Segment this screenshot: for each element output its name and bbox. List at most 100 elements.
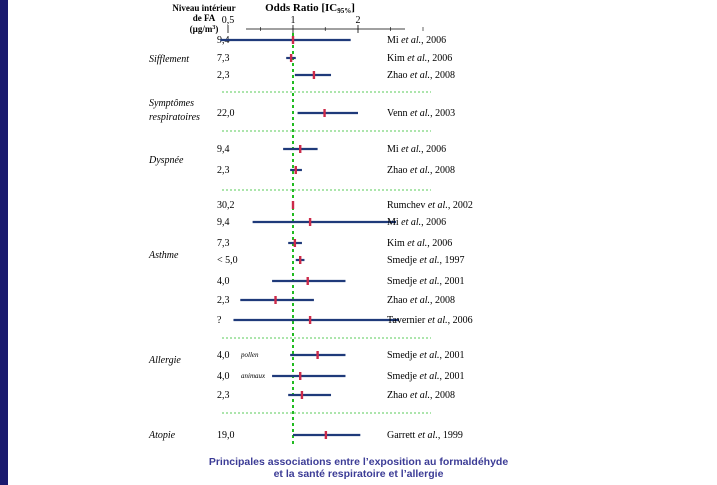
exposure-level-note: animaux — [241, 372, 266, 380]
ref-year: , 2006 — [427, 53, 452, 64]
odds-ratio-point — [300, 391, 304, 399]
ref-year: , 2001 — [440, 371, 465, 382]
odds-ratio-point — [299, 256, 302, 264]
forest-plot: Niveau intérieur de FA (µg/m3) Odds Rati… — [148, 2, 473, 446]
category-label-1-line1: Symptômes — [149, 98, 194, 109]
category-label-5: Atopie — [148, 430, 176, 441]
study-reference: Smedje et al., 2001 — [387, 371, 465, 382]
ref-etal: et al. — [428, 200, 448, 211]
odds-ratio-point — [289, 54, 293, 62]
odds-ratio-point — [323, 109, 326, 117]
study-row-3-3: < 5,0 Smedje et al., 1997 — [217, 255, 465, 266]
odds-ratio-point — [324, 431, 328, 439]
study-row-0-0: 9,4Mi et al., 2006 — [217, 35, 446, 46]
odds-ratio-point — [274, 296, 277, 304]
study-row-0-1: 7,3 Kim et al., 2006 — [217, 53, 452, 64]
exposure-level: 4,0 — [217, 350, 230, 361]
figure-caption: Principales associations entre l’exposit… — [0, 456, 717, 480]
exposure-level: 7,3 — [217, 238, 230, 249]
ref-author: Kim — [387, 238, 407, 249]
ref-etal: et al. — [420, 371, 440, 382]
ref-etal: et al. — [410, 295, 430, 306]
ref-author: Smedje — [387, 350, 420, 361]
ref-author: Zhao — [387, 295, 410, 306]
x-tick-label-2: 2 — [356, 15, 361, 26]
exposure-level: ? — [217, 315, 222, 326]
ref-etal: et al. — [420, 350, 440, 361]
col-label-line1: Niveau intérieur — [172, 3, 235, 13]
category-label-0: Sifflement — [149, 54, 189, 65]
study-row-5-0: 19,0 Garrett et al., 1999 — [217, 430, 463, 441]
ref-year: , 2002 — [448, 200, 473, 211]
odds-ratio-point — [316, 351, 319, 359]
ref-etal: et al. — [410, 70, 430, 81]
ref-author: Mi — [387, 35, 401, 46]
ref-author: Smedje — [387, 371, 420, 382]
odds-ratio-point — [306, 277, 309, 285]
study-reference: Kim et al., 2006 — [387, 238, 452, 249]
ref-etal: et al. — [401, 217, 421, 228]
exposure-level: 2,3 — [217, 70, 230, 81]
study-reference: Zhao et al., 2008 — [387, 70, 455, 81]
study-reference: Venn et al., 2003 — [387, 108, 455, 119]
odds-ratio-point — [291, 36, 295, 44]
exposure-level-note: pollen — [240, 351, 259, 359]
study-row-4-0: 4,0 pollen Smedje et al., 2001 — [217, 350, 465, 361]
ref-year: , 2008 — [430, 70, 455, 81]
study-reference: Mi et al., 2006 — [387, 217, 446, 228]
ref-year: , 2006 — [421, 35, 446, 46]
odds-ratio-point — [299, 372, 302, 380]
ref-etal: et al. — [401, 144, 421, 155]
odds-ratio-point — [308, 218, 312, 226]
odds-ratio-point — [291, 201, 295, 209]
ref-year: , 2001 — [440, 350, 465, 361]
ref-etal: et al. — [420, 255, 440, 266]
study-reference: Mi et al., 2006 — [387, 144, 446, 155]
x-tick-label-0: 0,5 — [222, 15, 235, 26]
study-row-3-6: ? Tavernier et al., 2006 — [217, 315, 473, 326]
study-reference: Tavernier et al., 2006 — [387, 315, 473, 326]
ref-author: Venn — [387, 108, 410, 119]
ref-etal: et al. — [410, 165, 430, 176]
ref-year: , 2008 — [430, 165, 455, 176]
study-reference: Zhao et al., 2008 — [387, 295, 455, 306]
odds-ratio-point — [308, 316, 312, 324]
ref-author: Zhao — [387, 70, 410, 81]
study-row-0-2: 2,3 Zhao et al., 2008 — [217, 70, 455, 81]
ref-year: , 2006 — [448, 315, 473, 326]
odds-ratio-point — [312, 71, 316, 79]
ref-year: , 2001 — [440, 276, 465, 287]
x-tick-label-1: 1 — [291, 15, 296, 26]
exposure-level: 30,2 — [217, 200, 235, 211]
x-axis: 0,5 1 2 — [222, 15, 424, 33]
ref-author: Kim — [387, 53, 407, 64]
exposure-level: 2,3 — [217, 390, 230, 401]
ref-etal: et al. — [420, 276, 440, 287]
ref-author: Rumchev — [387, 200, 428, 211]
ref-year: , 2008 — [430, 295, 455, 306]
exposure-level: 4,0 — [217, 276, 230, 287]
study-row-3-2: 7,3 Kim et al., 2006 — [217, 238, 452, 249]
exposure-level: 4,0 — [217, 371, 230, 382]
ref-author: Tavernier — [387, 315, 428, 326]
study-reference: Zhao et al., 2008 — [387, 390, 455, 401]
ref-author: Mi — [387, 217, 401, 228]
ref-etal: et al. — [407, 238, 427, 249]
column-header: Niveau intérieur de FA (µg/m3) — [172, 3, 235, 34]
category-label-1-line2: respiratoires — [149, 112, 200, 123]
exposure-level: 7,3 — [217, 53, 230, 64]
study-reference: Kim et al., 2006 — [387, 53, 452, 64]
study-row-3-1: 9,4 Mi et al., 2006 — [217, 217, 446, 228]
ref-etal: et al. — [410, 108, 430, 119]
exposure-level: 9,4 — [217, 144, 230, 155]
study-row-4-2: 2,3 Zhao et al., 2008 — [217, 390, 455, 401]
ref-etal: et al. — [407, 53, 427, 64]
exposure-level: 2,3 — [217, 295, 230, 306]
study-row-2-0: 9,4 Mi et al., 2006 — [217, 144, 446, 155]
ref-author: Zhao — [387, 390, 410, 401]
exposure-level: 19,0 — [217, 430, 235, 441]
col-label-line3: (µg/m3) — [190, 24, 219, 34]
study-reference: Mi et al., 2006 — [387, 35, 446, 46]
study-reference: Garrett et al., 1999 — [387, 430, 463, 441]
